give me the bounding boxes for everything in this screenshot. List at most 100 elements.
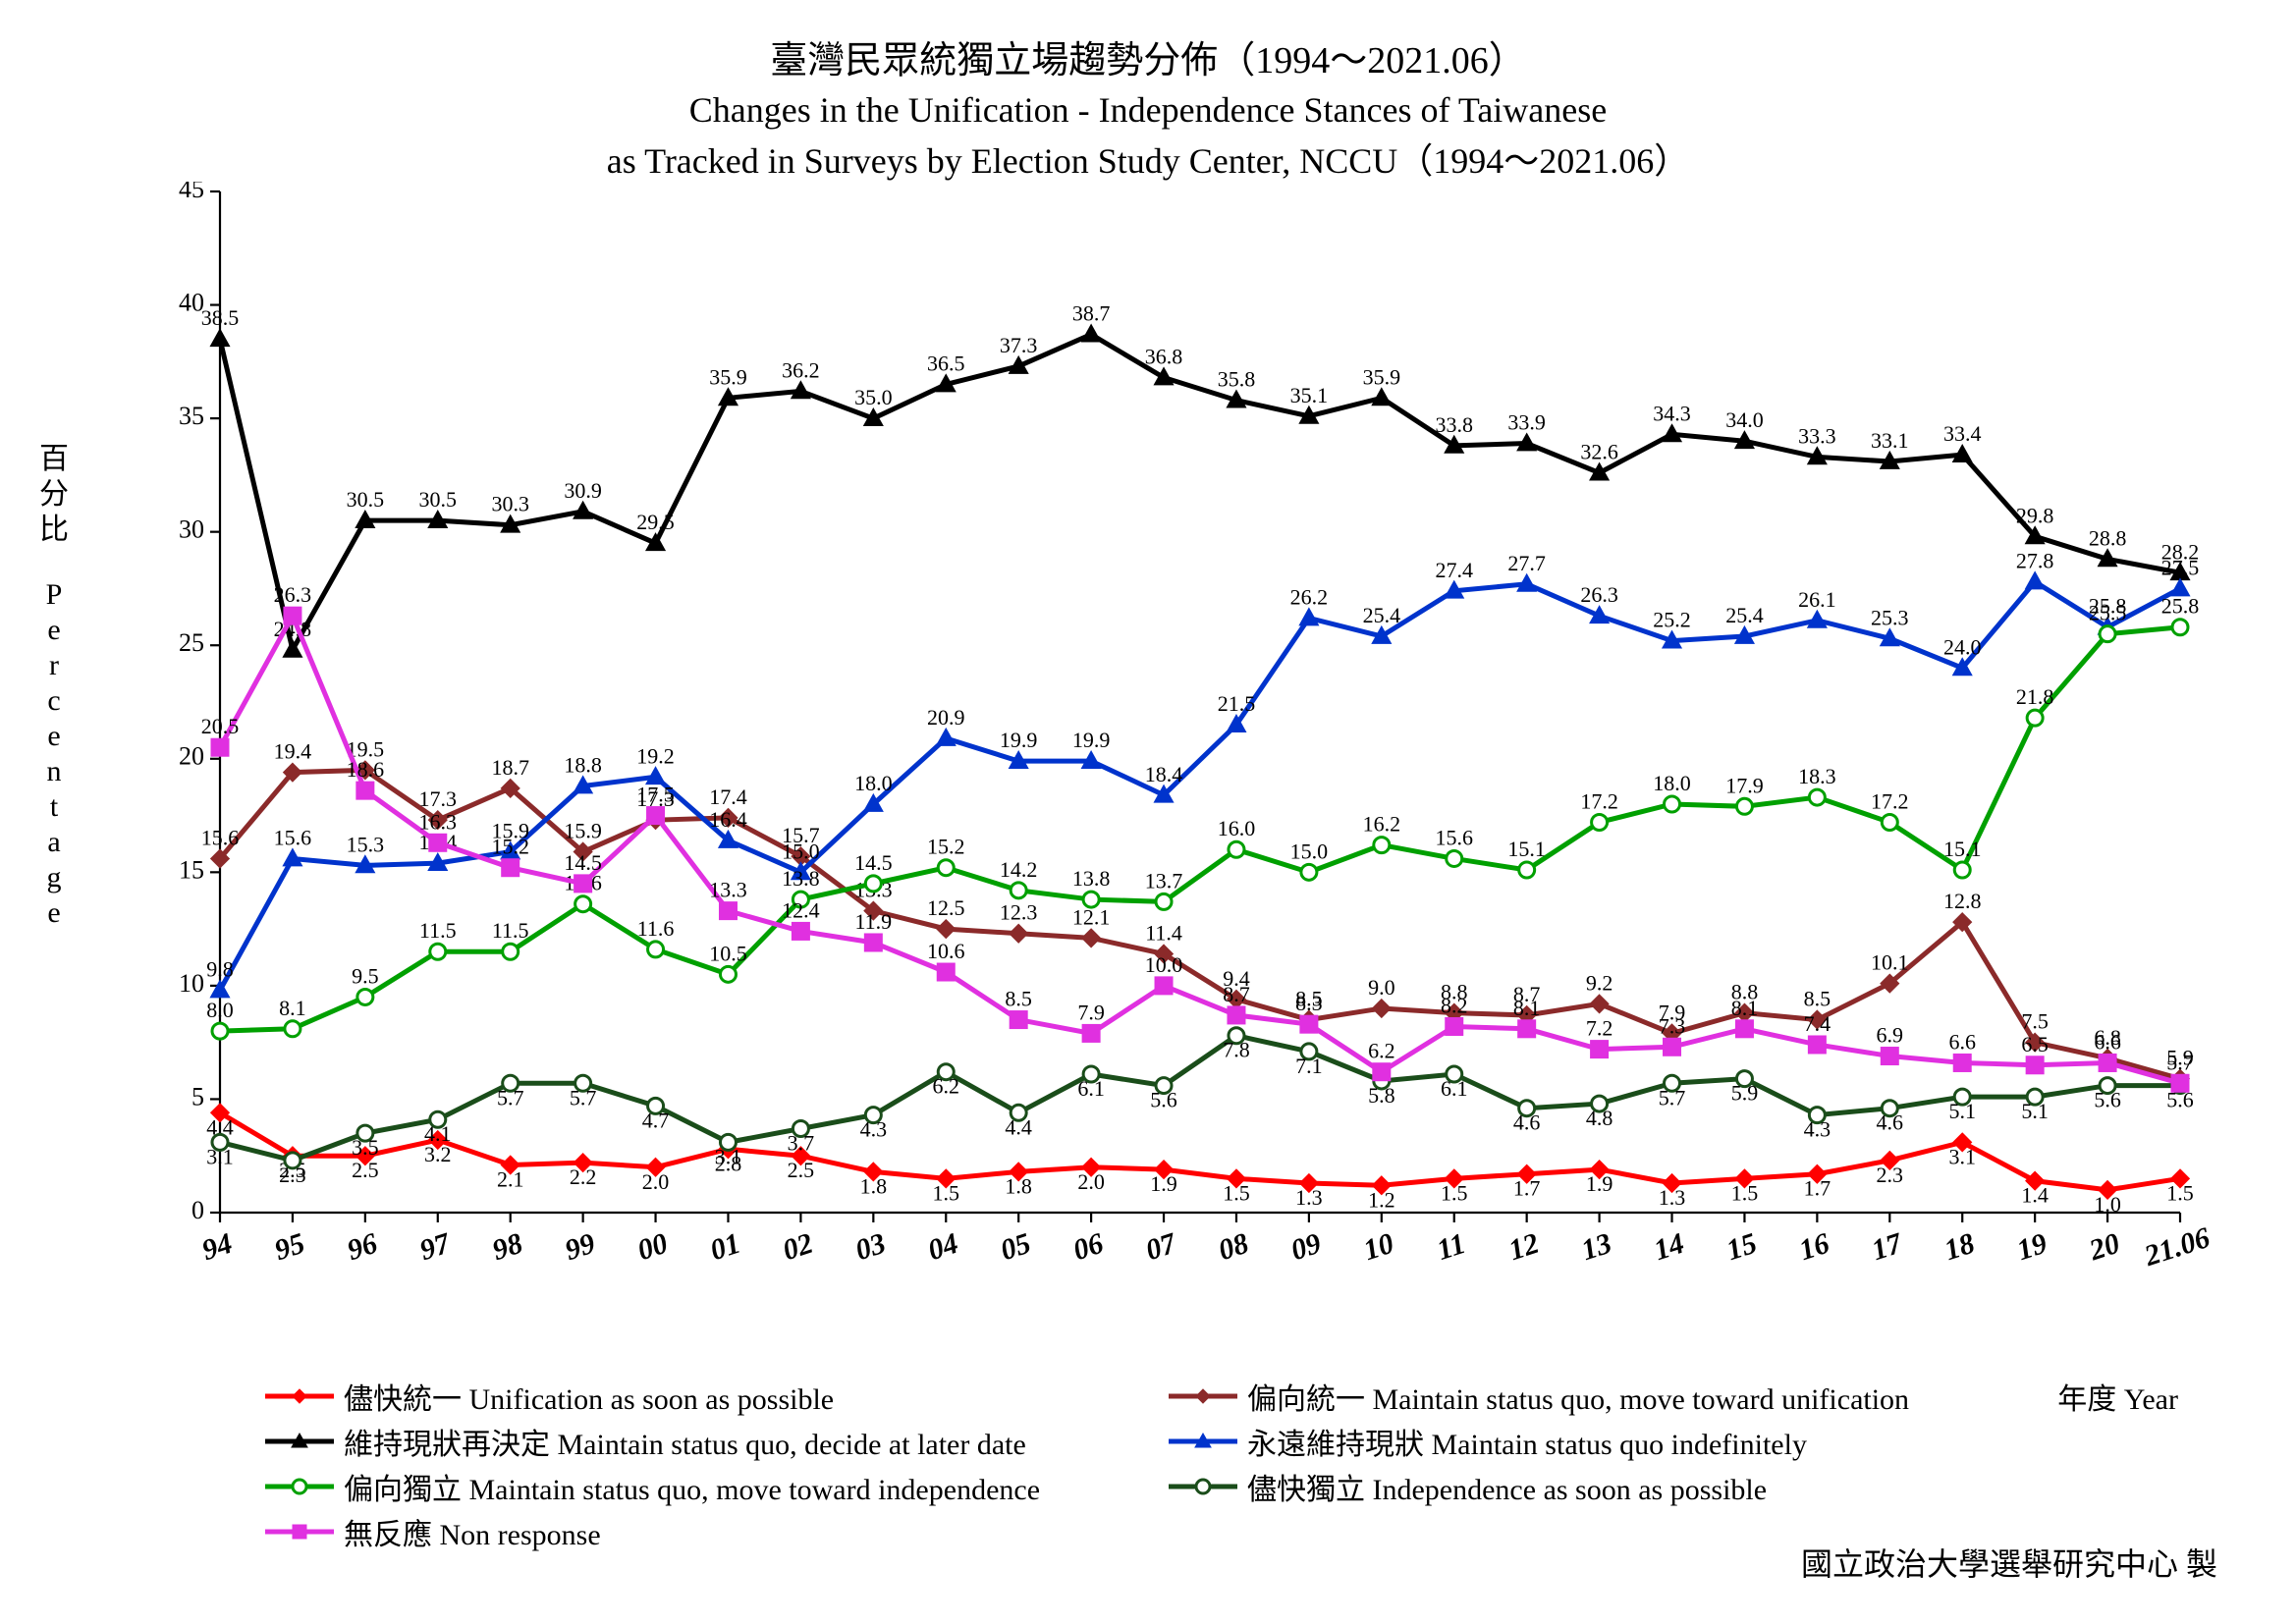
svg-text:2.3: 2.3 [1877,1163,1904,1187]
svg-text:1.5: 1.5 [2166,1180,2194,1205]
svg-text:29.5: 29.5 [636,510,675,534]
svg-text:17.5: 17.5 [636,783,675,807]
svg-text:25.5: 25.5 [2089,601,2127,625]
title-en2: as Tracked in Surveys by Election Study … [0,133,2296,184]
svg-text:26.2: 26.2 [1290,584,1329,609]
svg-text:10: 10 [1360,1227,1398,1268]
svg-text:21.8: 21.8 [2016,684,2054,709]
svg-text:10.0: 10.0 [1145,952,1183,977]
svg-text:00: 00 [633,1227,672,1268]
svg-text:5.6: 5.6 [2094,1088,2121,1112]
chart-svg: 0510152025303540459495969798990001020304… [157,182,2210,1281]
svg-text:10.6: 10.6 [927,939,965,963]
svg-text:11: 11 [1433,1227,1469,1267]
svg-text:7.9: 7.9 [1077,1000,1105,1024]
svg-text:1.5: 1.5 [1441,1180,1468,1205]
y-axis-label: 百分比 Percentage [29,442,79,931]
legend-item: 偏向統一 Maintain status quo, move toward un… [1169,1375,2072,1418]
legend-label: 偏向獨立 Maintain status quo, move toward in… [344,1465,1040,1508]
svg-text:18: 18 [1941,1227,1979,1268]
svg-text:38.5: 38.5 [201,305,240,330]
svg-text:6.5: 6.5 [2021,1032,2049,1056]
legend-swatch [265,1472,334,1501]
svg-text:27.8: 27.8 [2016,549,2054,573]
svg-text:8.2: 8.2 [1441,993,1468,1017]
svg-text:3.5: 3.5 [352,1135,379,1160]
svg-text:9.8: 9.8 [206,957,234,982]
svg-text:01: 01 [706,1227,744,1268]
svg-text:3.1: 3.1 [715,1144,742,1168]
svg-text:2.0: 2.0 [642,1169,670,1194]
legend-item: 維持現狀再決定 Maintain status quo, decide at l… [265,1420,1169,1463]
svg-text:19.2: 19.2 [636,743,675,768]
svg-text:45: 45 [179,182,204,203]
svg-text:17.2: 17.2 [1871,788,1909,813]
svg-text:17.4: 17.4 [709,785,747,809]
svg-text:15.1: 15.1 [1507,837,1546,861]
legend-label: 維持現狀再決定 Maintain status quo, decide at l… [344,1420,1026,1463]
svg-text:97: 97 [415,1226,455,1267]
svg-text:36.2: 36.2 [782,357,820,382]
svg-text:25: 25 [179,628,204,657]
svg-text:03: 03 [851,1227,890,1268]
svg-text:4.6: 4.6 [1513,1110,1541,1135]
svg-text:5.6: 5.6 [1150,1088,1177,1112]
svg-text:19.9: 19.9 [1000,728,1038,752]
svg-text:5.7: 5.7 [497,1085,524,1110]
svg-text:3.1: 3.1 [1948,1144,1976,1168]
legend: 儘快統一 Unification as soon as possible偏向統一… [265,1375,2131,1555]
svg-text:6.6: 6.6 [2094,1029,2121,1054]
svg-text:5: 5 [191,1082,204,1110]
svg-text:18.3: 18.3 [1798,764,1836,788]
svg-text:18.0: 18.0 [1653,771,1691,795]
legend-swatch [1169,1472,1237,1501]
svg-text:25.8: 25.8 [2161,594,2200,619]
svg-text:1.4: 1.4 [2021,1183,2049,1208]
svg-text:32.6: 32.6 [1580,440,1618,464]
svg-text:12.5: 12.5 [927,895,965,920]
svg-text:27.7: 27.7 [1507,551,1546,575]
svg-text:2.5: 2.5 [352,1158,379,1182]
svg-text:20.5: 20.5 [201,714,240,738]
svg-text:5.9: 5.9 [1731,1081,1759,1106]
svg-text:11.6: 11.6 [637,916,675,941]
svg-text:24.0: 24.0 [1943,634,1982,659]
svg-text:02: 02 [779,1227,817,1268]
svg-text:36.8: 36.8 [1145,345,1183,369]
svg-text:14.5: 14.5 [854,850,893,875]
svg-text:8.7: 8.7 [1223,982,1250,1006]
svg-text:8.1: 8.1 [1513,996,1541,1020]
svg-text:16.4: 16.4 [709,807,747,832]
legend-label: 無反應 Non response [344,1510,601,1553]
legend-swatch [265,1427,334,1456]
svg-text:8.0: 8.0 [206,998,234,1022]
svg-text:25.3: 25.3 [1871,605,1909,629]
svg-text:26.3: 26.3 [1580,582,1618,607]
svg-text:18.4: 18.4 [1145,762,1183,786]
svg-text:35.1: 35.1 [1290,383,1329,407]
svg-text:6.2: 6.2 [933,1074,960,1099]
svg-text:17.2: 17.2 [1580,788,1618,813]
svg-text:33.9: 33.9 [1507,410,1546,435]
svg-text:5.1: 5.1 [1948,1099,1976,1123]
svg-text:17.3: 17.3 [419,786,458,811]
svg-text:35: 35 [179,402,204,430]
svg-text:19.9: 19.9 [1072,728,1111,752]
svg-text:1.9: 1.9 [1586,1171,1613,1196]
svg-text:35.0: 35.0 [854,385,893,409]
svg-text:15: 15 [179,855,204,884]
legend-item: 儘快獨立 Independence as soon as possible [1169,1465,2072,1508]
svg-text:1.7: 1.7 [1513,1176,1541,1201]
svg-text:5.7: 5.7 [2166,1050,2194,1074]
svg-text:9.2: 9.2 [1586,970,1613,995]
svg-text:05: 05 [997,1227,1035,1268]
chart-plot-area: 0510152025303540459495969798990001020304… [157,182,2210,1281]
legend-swatch [1169,1427,1237,1456]
svg-text:19: 19 [2013,1227,2051,1268]
legend-item: 永遠維持現狀 Maintain status quo indefinitely [1169,1420,2072,1463]
svg-text:7.1: 7.1 [1295,1054,1323,1078]
chart-titles: 臺灣民眾統獨立場趨勢分佈（1994～2021.06） Changes in th… [0,29,2296,184]
svg-text:1.7: 1.7 [1804,1176,1831,1201]
svg-text:96: 96 [344,1227,382,1268]
svg-text:35.9: 35.9 [709,364,747,389]
